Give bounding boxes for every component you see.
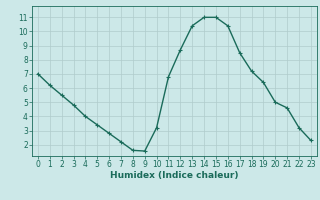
X-axis label: Humidex (Indice chaleur): Humidex (Indice chaleur) — [110, 171, 239, 180]
